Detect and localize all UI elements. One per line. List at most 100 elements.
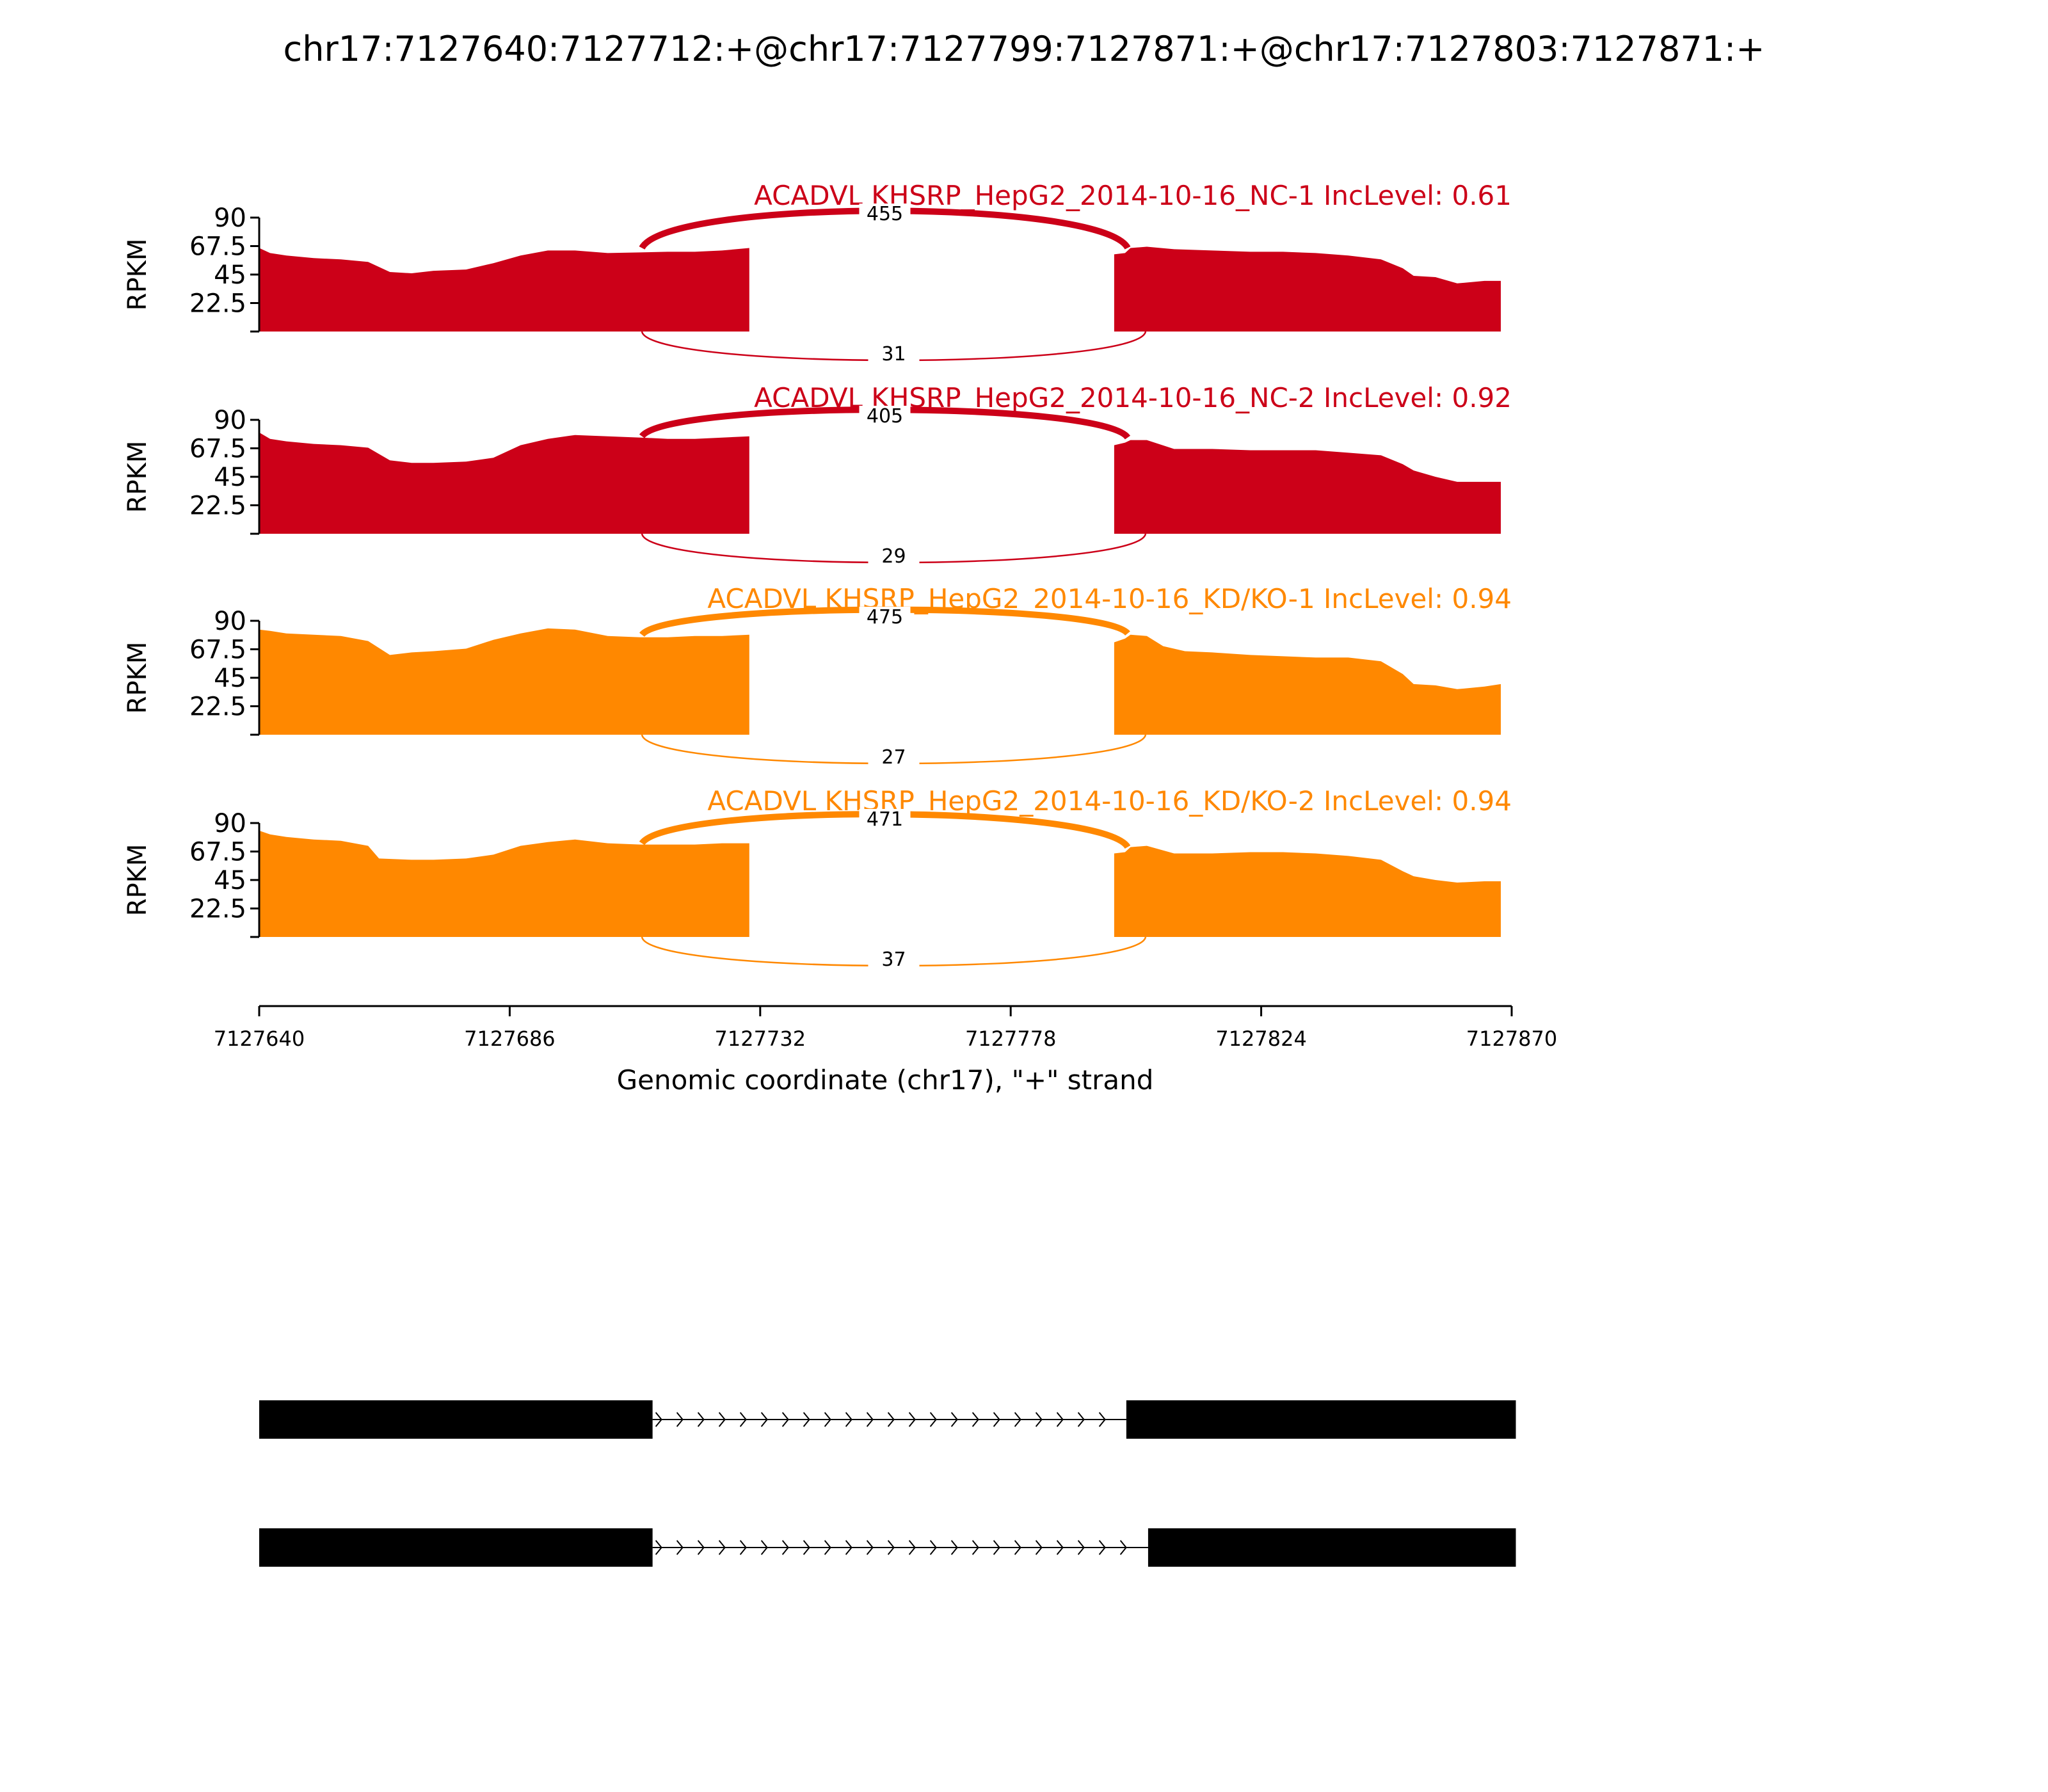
strand-arrow [929,1412,937,1427]
strand-arrow [887,1412,895,1427]
strand-arrow [760,1540,768,1555]
strand-arrow [1098,1540,1106,1555]
strand-arrow [739,1540,747,1555]
y-tick-label: 90 [214,607,246,636]
strand-arrow [1014,1412,1021,1427]
junction-label-bg [859,607,911,628]
x-tick-label: 7127732 [715,1027,806,1051]
junction-label: 471 [867,808,903,831]
x-axis-label: Genomic coordinate (chr17), "+" strand [617,1064,1154,1096]
x-tick-label: 7127870 [1466,1027,1558,1051]
coverage-area-exon2 [1114,845,1501,937]
y-tick-label: 45 [214,463,246,492]
junction-label: 31 [881,343,906,365]
strand-arrow [824,1412,831,1427]
y-tick-label: 90 [214,809,246,838]
strand-arrow [739,1412,747,1427]
strand-arrow [1119,1540,1127,1555]
strand-arrow [1077,1540,1085,1555]
junction-label: 455 [867,203,903,225]
strand-arrow [866,1540,874,1555]
strand-arrow [845,1412,852,1427]
x-tick-label: 7127778 [965,1027,1057,1051]
coverage-area-exon2 [1114,634,1501,735]
gene-model-row [259,1528,1516,1567]
strand-arrow [1098,1412,1106,1427]
strand-arrow [908,1412,916,1427]
strand-arrow [1014,1540,1021,1555]
exon-block [259,1400,653,1439]
strand-arrow [908,1540,916,1555]
strand-arrow [1077,1412,1085,1427]
strand-arrow [845,1540,852,1555]
junction-label-bg [859,406,911,428]
strand-arrow [781,1540,789,1555]
strand-arrow [1035,1412,1043,1427]
y-tick-label: 90 [214,204,246,233]
strand-arrow [1056,1412,1064,1427]
coverage-area-exon2 [1114,246,1501,332]
strand-arrow [676,1412,684,1427]
junction-label: 475 [867,606,903,628]
y-tick-label: 90 [214,406,246,435]
y-tick-label: 67.5 [189,232,246,262]
exon-block [259,1528,653,1567]
x-tick-label: 7127640 [214,1027,305,1051]
strand-arrow [929,1540,937,1555]
strand-arrow [1035,1540,1043,1555]
y-tick-label: 22.5 [189,692,246,722]
junction-label-bg [868,747,920,769]
junction-label-bg [859,204,911,225]
strand-arrow [697,1540,705,1555]
y-tick-label: 22.5 [189,289,246,319]
gene-model-row [259,1400,1516,1439]
strand-arrow [655,1412,662,1427]
junction-label: 405 [867,405,903,428]
y-tick-label: 67.5 [189,435,246,464]
y-tick-label: 45 [214,260,246,290]
strand-arrow [972,1412,979,1427]
junction-label-bg [868,949,920,971]
strand-arrow [803,1540,810,1555]
junction-label-bg [859,809,911,831]
y-tick-label: 22.5 [189,492,246,521]
coverage-area-exon1 [259,628,749,735]
figure-title: chr17:7127640:7127712:+@chr17:7127799:71… [284,29,1765,69]
strand-arrow [993,1412,1000,1427]
coverage-area-exon1 [259,248,749,332]
gene-models [259,1400,1516,1567]
strand-arrow [887,1540,895,1555]
junction-label: 27 [881,746,906,769]
junction-label: 37 [881,948,906,971]
strand-arrow [972,1540,979,1555]
strand-arrow [718,1412,726,1427]
strand-arrow [760,1412,768,1427]
y-axis-label: RPKM [123,239,152,311]
strand-arrow [866,1412,874,1427]
strand-arrow [676,1540,684,1555]
x-axis: 7127640 7127686 7127732 7127778 7127824 71278… [214,1005,1558,1096]
strand-arrow [824,1540,831,1555]
strand-arrow [993,1540,1000,1555]
strand-arrow [1056,1540,1064,1555]
strand-arrow [950,1540,958,1555]
coverage-area-exon1 [259,432,749,534]
junction-label: 29 [881,545,906,568]
junction-label-bg [868,344,920,365]
x-tick-label: 7127824 [1215,1027,1307,1051]
y-axis-label: RPKM [123,642,152,714]
strand-arrow [697,1412,705,1427]
y-tick-label: 45 [214,664,246,693]
exon-block [1148,1528,1516,1567]
y-tick-label: 45 [214,866,246,895]
strand-arrow [718,1540,726,1555]
y-tick-label: 67.5 [189,636,246,665]
y-tick-label: 22.5 [189,895,246,924]
y-axis-label: RPKM [123,441,152,513]
